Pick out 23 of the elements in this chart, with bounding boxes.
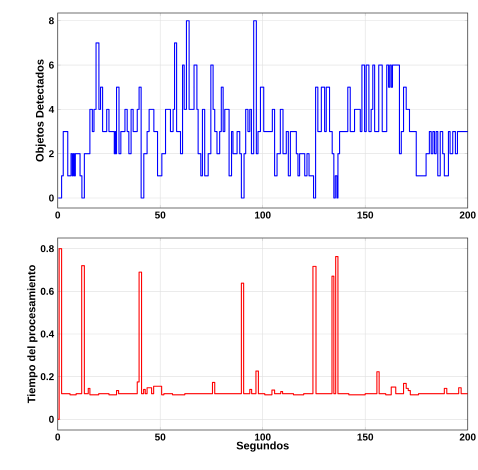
x-tick-label: 200 — [460, 434, 476, 441]
y-axis-title: Tiempo del procesamiento — [27, 265, 38, 404]
x-tick-label: 100 — [255, 434, 271, 441]
x-tick-label: 150 — [358, 434, 374, 441]
x-tick-label: 50 — [154, 212, 166, 219]
x-tick-label: 200 — [460, 212, 476, 219]
y-tick-label: 6 — [49, 62, 54, 69]
y-tick-label: 0.8 — [40, 245, 54, 252]
y-axis-title: Objetos Detectados — [36, 59, 46, 162]
x-tick-label: 0 — [55, 434, 60, 441]
y-tick-label: 4 — [48, 106, 54, 113]
y-tick-label: 0 — [49, 194, 54, 202]
y-tick-label: 2 — [48, 150, 54, 158]
x-tick-label: 50 — [154, 434, 166, 441]
y-tick-label: 0 — [49, 416, 54, 423]
y-tick-label: 0.2 — [40, 373, 54, 380]
x-tick-label: 0 — [55, 212, 60, 219]
y-tick-label: 0.4 — [40, 330, 54, 338]
y-tick-label: 8 — [48, 17, 54, 24]
x-tick-label: 150 — [358, 212, 374, 219]
x-tick-label: 100 — [255, 212, 271, 219]
x-axis-title: Segundos — [236, 441, 289, 452]
y-tick-label: 0.6 — [40, 288, 54, 295]
